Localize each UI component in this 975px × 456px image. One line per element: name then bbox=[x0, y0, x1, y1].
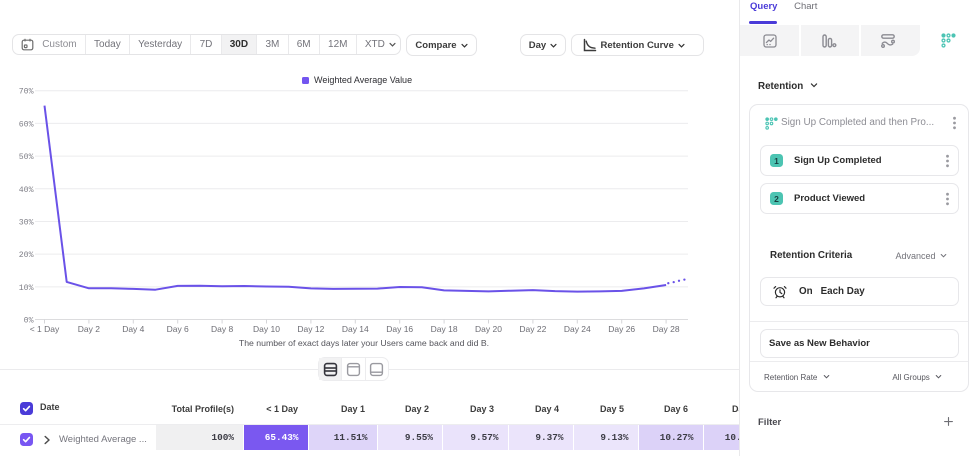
svg-text:Day 10: Day 10 bbox=[253, 324, 280, 334]
svg-text:Day 26: Day 26 bbox=[608, 324, 635, 334]
svg-text:Day 22: Day 22 bbox=[519, 324, 546, 334]
svg-text:Day 2: Day 2 bbox=[78, 324, 100, 334]
svg-text:70%: 70% bbox=[19, 88, 34, 97]
svg-text:Day 6: Day 6 bbox=[167, 324, 189, 334]
svg-text:30%: 30% bbox=[19, 218, 34, 227]
svg-text:40%: 40% bbox=[19, 186, 34, 195]
svg-text:Day 16: Day 16 bbox=[386, 324, 413, 334]
svg-text:0%: 0% bbox=[24, 317, 34, 326]
svg-text:Day 20: Day 20 bbox=[475, 324, 502, 334]
svg-text:Day 12: Day 12 bbox=[297, 324, 324, 334]
svg-text:Day 18: Day 18 bbox=[431, 324, 458, 334]
svg-text:< 1 Day: < 1 Day bbox=[30, 324, 60, 334]
svg-text:10%: 10% bbox=[19, 284, 34, 293]
svg-text:Day 14: Day 14 bbox=[342, 324, 369, 334]
svg-text:50%: 50% bbox=[19, 153, 34, 162]
svg-text:Day 28: Day 28 bbox=[653, 324, 680, 334]
svg-text:Day 8: Day 8 bbox=[211, 324, 233, 334]
svg-text:20%: 20% bbox=[19, 251, 34, 260]
svg-text:60%: 60% bbox=[19, 120, 34, 129]
svg-text:Day 24: Day 24 bbox=[564, 324, 591, 334]
svg-text:Day 4: Day 4 bbox=[122, 324, 144, 334]
